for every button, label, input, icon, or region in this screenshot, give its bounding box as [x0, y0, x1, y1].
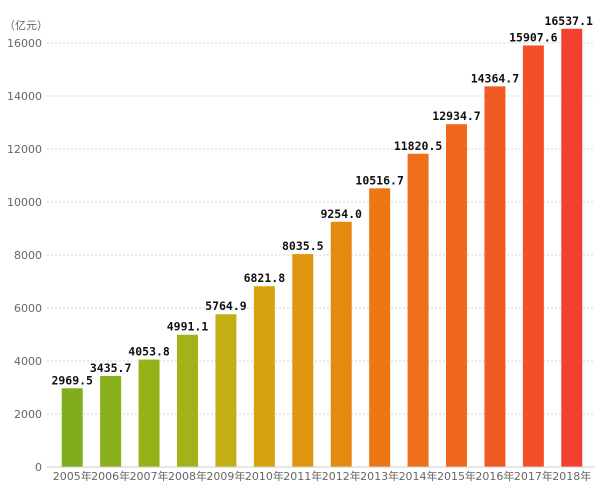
data-label: 12934.7	[432, 109, 481, 123]
x-tick-label: 2015年	[437, 469, 476, 483]
x-axis-ticks: 2005年 2006年 2007年 2008年 2009年 2010年 2011年 2012年…	[53, 469, 592, 483]
x-tick-label: 2008年	[168, 469, 207, 483]
x-tick-label: 2006年	[91, 469, 130, 483]
x-tick-label: 2011年	[283, 469, 322, 483]
data-label: 4053.8	[128, 345, 170, 359]
bar	[369, 188, 391, 468]
y-tick-label: 8000	[14, 249, 42, 262]
bar	[138, 359, 160, 467]
data-label: 2969.5	[51, 373, 93, 387]
bar	[446, 124, 467, 467]
bar	[253, 286, 275, 467]
y-tick-label: 2000	[14, 408, 42, 421]
bar	[177, 334, 198, 467]
data-label: 16537.1	[544, 14, 593, 28]
y-tick-label: 12000	[7, 143, 42, 156]
y-tick-label: 14000	[7, 90, 42, 103]
x-tick-label: 2009年	[206, 469, 245, 483]
data-label: 11820.5	[394, 139, 443, 153]
y-tick-label: 10000	[7, 196, 42, 209]
x-tick-label: 2014年	[399, 469, 438, 483]
x-tick-label: 2016年	[475, 469, 514, 483]
x-tick-label: 2017年	[514, 469, 553, 483]
bar	[215, 314, 237, 467]
x-tick-label: 2018年	[552, 469, 591, 483]
data-label: 15907.6	[509, 30, 558, 44]
x-tick-label: 2012年	[322, 469, 361, 483]
bar	[330, 221, 352, 467]
x-tick-label: 2007年	[130, 469, 169, 483]
data-label: 5764.9	[205, 299, 247, 313]
data-label: 8035.5	[282, 239, 324, 253]
data-label: 10516.7	[355, 173, 404, 187]
y-tick-label: 6000	[14, 302, 42, 315]
y-axis-ticks: 0 2000 4000 6000 8000 10000 12000 14000 16000	[7, 37, 42, 474]
y-tick-label: 0	[35, 461, 42, 474]
y-tick-label: 16000	[7, 37, 42, 50]
data-label: 3435.7	[90, 361, 132, 375]
x-tick-label: 2005年	[53, 469, 92, 483]
data-label: 6821.8	[244, 271, 286, 285]
bars	[61, 28, 583, 468]
x-tick-label: 2010年	[245, 469, 284, 483]
bar	[561, 28, 583, 468]
y-axis-unit-label: （亿元）	[4, 19, 48, 32]
bar	[407, 153, 429, 467]
x-tick-label: 2013年	[360, 469, 399, 483]
data-label: 9254.0	[320, 207, 362, 221]
data-label: 14364.7	[471, 71, 520, 85]
bar	[522, 45, 544, 467]
bar	[292, 254, 314, 467]
bar	[100, 375, 122, 467]
y-tick-label: 4000	[14, 355, 42, 368]
data-label: 4991.1	[167, 320, 209, 334]
bar	[484, 86, 506, 467]
bar	[61, 388, 83, 467]
